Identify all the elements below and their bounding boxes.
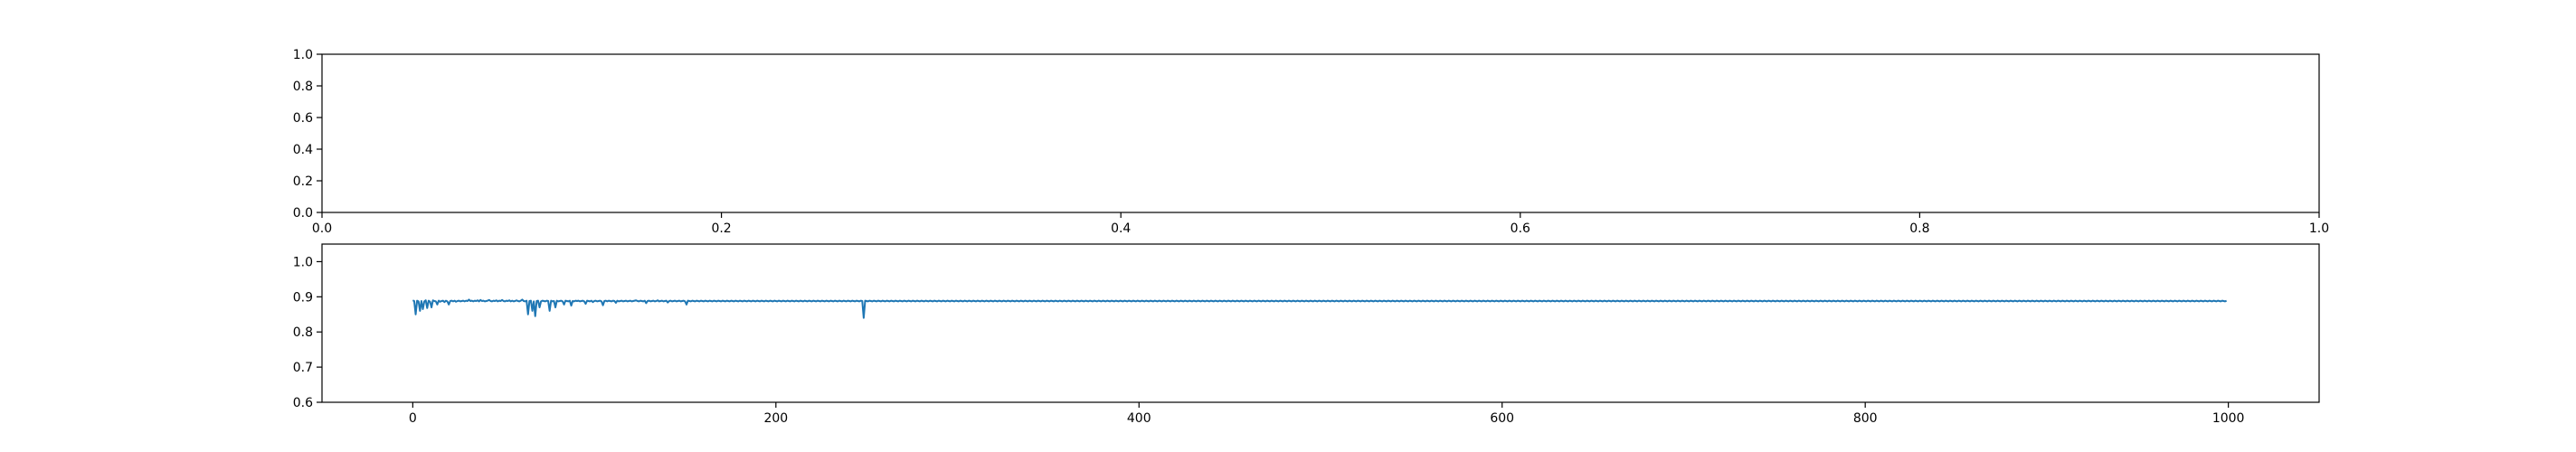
x-tick-label: 0.0 (312, 221, 332, 236)
y-tick-label: 0.4 (293, 143, 313, 157)
x-tick-label: 0 (409, 411, 417, 426)
x-tick-label: 1000 (2212, 411, 2245, 426)
x-tick-label: 800 (1853, 411, 1878, 426)
y-tick-label: 1.0 (293, 255, 313, 269)
y-tick-label: 0.6 (293, 396, 313, 410)
x-tick-label: 600 (1490, 411, 1514, 426)
x-tick-label: 1.0 (2309, 221, 2329, 236)
x-tick-label: 400 (1127, 411, 1151, 426)
x-tick-label: 200 (763, 411, 788, 426)
y-tick-label: 0.8 (293, 80, 313, 94)
y-tick-label: 0.2 (293, 174, 313, 189)
top-axes: 0.0 0.2 0.4 0.6 0.8 1.0 0.0 0.2 0.4 0.6 0.8 1.0 (293, 48, 2329, 236)
y-tick-label: 0.9 (293, 290, 313, 305)
axes-frame (321, 243, 2320, 403)
x-tick-label: 0.4 (1111, 221, 1131, 236)
series-line-0 (412, 298, 2228, 319)
x-tick-label: 0.6 (1511, 221, 1530, 236)
bottom-axes: 0 200 400 600 800 1000 0.6 0.7 0.8 0.9 1.0 (293, 243, 2320, 426)
x-tick-label: 0.8 (1909, 221, 1929, 236)
y-tick-label: 0.7 (293, 361, 313, 375)
y-tick-label: 0.6 (293, 111, 313, 126)
x-tick-label: 0.2 (711, 221, 731, 236)
y-tick-label: 0.8 (293, 325, 313, 340)
axes-frame (321, 53, 2320, 213)
y-tick-label: 0.0 (293, 206, 313, 221)
y-tick-label: 1.0 (293, 48, 313, 62)
